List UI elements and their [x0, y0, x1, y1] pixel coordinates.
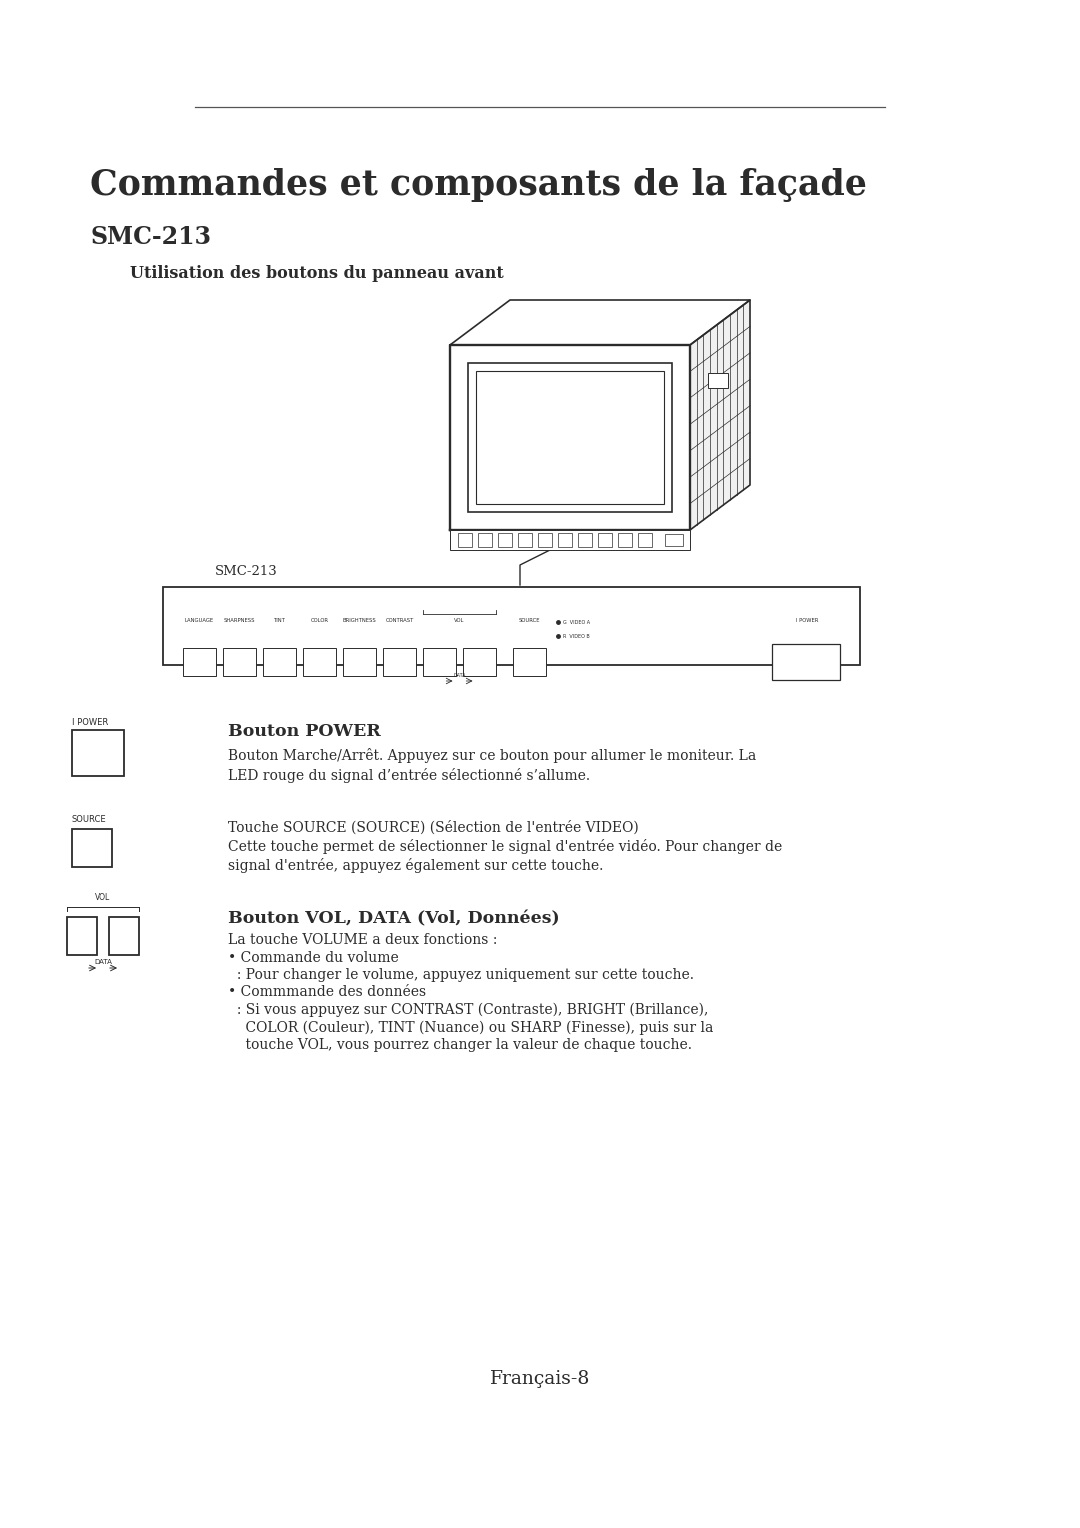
Polygon shape	[450, 345, 690, 530]
Bar	[458, 533, 472, 547]
Bar	[303, 648, 336, 675]
Text: COLOR: COLOR	[311, 617, 328, 623]
Text: VOL: VOL	[455, 617, 464, 623]
Bar	[558, 533, 572, 547]
Text: SMC-213: SMC-213	[215, 565, 278, 578]
Text: : Pour changer le volume, appuyez uniquement sur cette touche.: : Pour changer le volume, appuyez unique…	[228, 969, 694, 983]
Text: Utilisation des boutons du panneau avant: Utilisation des boutons du panneau avant	[130, 264, 503, 283]
Bar	[708, 373, 728, 388]
Bar	[598, 533, 612, 547]
Text: SOURCE: SOURCE	[72, 814, 107, 824]
Bar	[772, 643, 840, 680]
Text: LANGUAGE: LANGUAGE	[185, 617, 214, 623]
Bar	[578, 533, 592, 547]
Bar	[538, 533, 552, 547]
Bar	[163, 587, 860, 665]
Bar	[423, 648, 456, 675]
Bar	[478, 533, 492, 547]
Text: COLOR (Couleur), TINT (Nuance) ou SHARP (Finesse), puis sur la: COLOR (Couleur), TINT (Nuance) ou SHARP …	[228, 1021, 714, 1034]
Text: : Si vous appuyez sur CONTRAST (Contraste), BRIGHT (Brillance),: : Si vous appuyez sur CONTRAST (Contrast…	[228, 1002, 708, 1018]
Bar	[222, 648, 256, 675]
Text: VOL: VOL	[95, 892, 110, 902]
Polygon shape	[690, 299, 750, 530]
Text: CONTRAST: CONTRAST	[386, 617, 414, 623]
Text: Cette touche permet de sélectionner le signal d'entrée vidéo. Pour changer de: Cette touche permet de sélectionner le s…	[228, 839, 782, 854]
Text: TINT: TINT	[273, 617, 285, 623]
Text: Bouton VOL, DATA (Vol, Données): Bouton VOL, DATA (Vol, Données)	[228, 911, 559, 927]
Text: Touche SOURCE (SOURCE) (Sélection de l'entrée VIDEO): Touche SOURCE (SOURCE) (Sélection de l'e…	[228, 821, 638, 834]
Text: Bouton POWER: Bouton POWER	[228, 723, 381, 740]
Text: DATA: DATA	[94, 960, 112, 966]
Text: R  VIDEO B: R VIDEO B	[563, 634, 590, 639]
Bar	[383, 648, 416, 675]
Bar	[665, 533, 683, 545]
Text: BRIGHTNESS: BRIGHTNESS	[342, 617, 376, 623]
Bar	[468, 364, 672, 512]
Text: LED rouge du signal d’entrée sélectionné s’allume.: LED rouge du signal d’entrée sélectionné…	[228, 769, 590, 782]
Text: DATA: DATA	[454, 672, 465, 678]
Text: touche VOL, vous pourrez changer la valeur de chaque touche.: touche VOL, vous pourrez changer la vale…	[228, 1038, 692, 1051]
Bar	[450, 530, 690, 550]
Text: I POWER: I POWER	[796, 617, 819, 623]
Bar	[67, 917, 97, 955]
Bar	[183, 648, 216, 675]
Bar	[513, 648, 546, 675]
Bar	[264, 648, 296, 675]
Bar	[72, 730, 124, 776]
Bar	[498, 533, 512, 547]
Text: signal d'entrée, appuyez également sur cette touche.: signal d'entrée, appuyez également sur c…	[228, 859, 604, 872]
Bar	[476, 371, 664, 504]
Text: SMC-213: SMC-213	[90, 225, 211, 249]
Text: Bouton Marche/Arrêt. Appuyez sur ce bouton pour allumer le moniteur. La: Bouton Marche/Arrêt. Appuyez sur ce bout…	[228, 749, 756, 762]
Text: • Commmande des données: • Commmande des données	[228, 986, 427, 999]
Text: Français-8: Français-8	[490, 1371, 590, 1387]
Bar	[638, 533, 652, 547]
Bar	[343, 648, 376, 675]
Bar	[618, 533, 632, 547]
Text: SHARPNESS: SHARPNESS	[224, 617, 255, 623]
Text: • Commande du volume: • Commande du volume	[228, 950, 399, 964]
Text: I POWER: I POWER	[72, 718, 108, 727]
Text: G  VIDEO A: G VIDEO A	[563, 619, 590, 625]
Bar	[72, 830, 112, 866]
Polygon shape	[450, 299, 750, 345]
Bar	[109, 917, 139, 955]
Text: La touche VOLUME a deux fonctions :: La touche VOLUME a deux fonctions :	[228, 934, 498, 947]
Bar	[463, 648, 496, 675]
Text: Commandes et composants de la façade: Commandes et composants de la façade	[90, 168, 867, 202]
Bar	[518, 533, 532, 547]
Text: SOURCE: SOURCE	[518, 617, 540, 623]
